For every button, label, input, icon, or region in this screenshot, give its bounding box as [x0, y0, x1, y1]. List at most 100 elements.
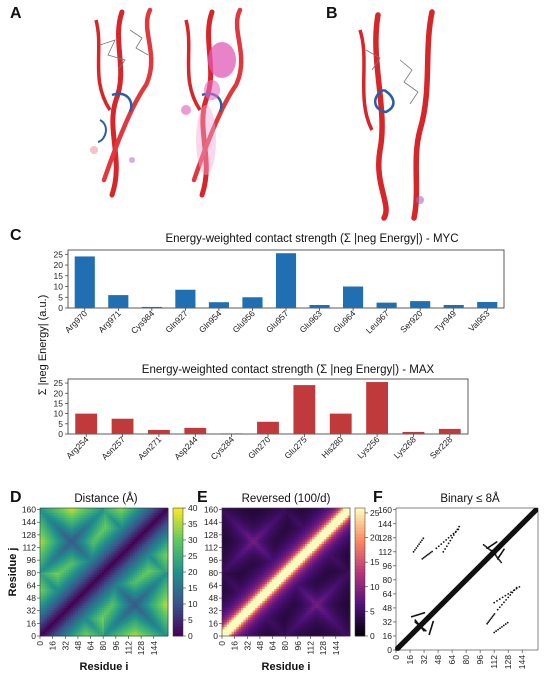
y-tick-label: 32: [209, 606, 219, 616]
x-tick-label: 16: [230, 641, 240, 651]
x-tick-label: 128: [136, 641, 146, 655]
x-tick-label: 144: [149, 641, 159, 655]
colorbar-segment: [173, 575, 183, 579]
bar: [108, 295, 129, 308]
colorbar-tick-label: 0: [188, 631, 193, 641]
colorbar-tick-label: 35: [188, 519, 198, 529]
colorbar-segment: [173, 559, 183, 563]
reversed-map-title: Reversed (100/d): [242, 493, 331, 505]
colorbar-segment: [173, 530, 183, 534]
x-tick-label: 48: [255, 641, 265, 651]
x-tick-label: Glu964: [331, 308, 358, 335]
colorbar-segment: [355, 565, 365, 570]
x-tick-label: 112: [305, 641, 315, 655]
colorbar-segment: [173, 588, 183, 592]
x-tick-label: Lys256: [355, 434, 381, 460]
colorbar-segment: [355, 597, 365, 602]
bar: [141, 306, 162, 308]
colorbar-segment: [355, 594, 365, 598]
colorbar-tick-label: 5: [188, 615, 193, 625]
x-tick-label: Glu275: [282, 434, 309, 461]
colorbar-segment: [173, 626, 183, 630]
y-tick-label: 64: [383, 589, 393, 599]
colorbar-tick-label: 40: [188, 503, 198, 513]
colorbar-segment: [173, 594, 183, 598]
y-tick-label: 128: [378, 533, 392, 543]
x-tick-label: Gln927: [163, 308, 190, 335]
bar: [275, 253, 297, 308]
contact-points: [395, 507, 539, 651]
x-tick-label: 112: [123, 641, 133, 655]
colorbar-segment: [173, 581, 183, 586]
x-tick-label: Asn257: [99, 434, 127, 462]
x-tick-label: Ser920: [398, 308, 425, 335]
colorbar-segment: [173, 562, 183, 566]
binary-map-title: Binary ≤ 8Å: [440, 492, 500, 505]
x-tick-label: 144: [517, 655, 527, 669]
x-tick-label: 32: [419, 655, 429, 665]
bar: [376, 302, 397, 308]
colorbar-segment: [355, 626, 365, 630]
x-tick-label: Arg971: [96, 308, 123, 335]
y-tick-label: 10: [54, 282, 64, 292]
bar: [257, 421, 279, 434]
x-tick-label: Arg254: [64, 434, 91, 461]
colorbar-tick-label: 20: [370, 533, 380, 543]
x-tick-label: Cys984: [129, 308, 157, 336]
y-tick-label: 112: [378, 547, 392, 557]
x-tick-label: 144: [331, 641, 341, 655]
distance-heatmap: 0 16 32 48 64 80 96 112 128 144016324864809611212…: [7, 503, 198, 673]
x-tick-label: Ser228: [428, 434, 455, 461]
colorbar-segment: [355, 591, 365, 595]
y-tick-label: 160: [378, 505, 392, 515]
y-tick-label: 32: [27, 606, 37, 616]
structure-myc-max-b: [358, 9, 435, 221]
colorbar-segment: [355, 527, 365, 531]
colorbar-segment: [355, 620, 365, 624]
colorbar-segment: [173, 632, 183, 637]
colorbar-segment: [173, 527, 183, 531]
colorbar-segment: [355, 623, 365, 627]
colorbar-segment: [173, 620, 183, 624]
colorbar-segment: [173, 616, 183, 621]
colorbar-tick-label: 5: [370, 606, 375, 616]
bar: [175, 289, 196, 308]
structure-myc-max-a2: [181, 7, 244, 198]
y-tick-label: 80: [383, 575, 393, 585]
x-axis-label: Residue i: [80, 661, 129, 673]
x-tick-label: 48: [73, 641, 83, 651]
y-tick-label: 48: [383, 603, 393, 613]
bar: [208, 302, 229, 308]
y-tick-label: 0: [387, 645, 392, 655]
x-tick-label: Glu956: [230, 308, 257, 335]
x-tick-label: 64: [447, 655, 457, 665]
y-tick-label: 0: [31, 631, 36, 641]
x-tick-label: 0: [391, 655, 401, 660]
colorbar-segment: [355, 629, 365, 634]
colorbar-segment: [173, 613, 183, 618]
panel-label-e: E: [197, 489, 208, 506]
bar: [242, 297, 263, 308]
y-tick-label: 96: [383, 561, 393, 571]
panel-label-a: A: [10, 5, 22, 22]
x-tick-label: 80: [98, 641, 108, 651]
colorbar-segment: [355, 559, 365, 563]
x-tick-label: Leu967: [364, 308, 391, 335]
colorbar-segment: [355, 568, 365, 573]
colorbar-segment: [173, 584, 183, 589]
colorbar-segment: [355, 546, 365, 550]
y-tick-label: 128: [22, 530, 36, 540]
heatmap-image: [40, 508, 169, 637]
colorbar-segment: [355, 610, 365, 614]
colorbar-segment: [173, 597, 183, 602]
y-tick-label: 112: [204, 543, 218, 553]
y-tick-label: 128: [204, 530, 218, 540]
y-tick-label: 144: [378, 519, 392, 529]
colorbar-segment: [173, 623, 183, 627]
bar: [343, 286, 364, 308]
x-tick-label: 0: [35, 641, 45, 646]
colorbar-segment: [173, 578, 183, 582]
x-tick-label: Cys284: [209, 434, 237, 462]
x-tick-label: 32: [242, 641, 252, 651]
